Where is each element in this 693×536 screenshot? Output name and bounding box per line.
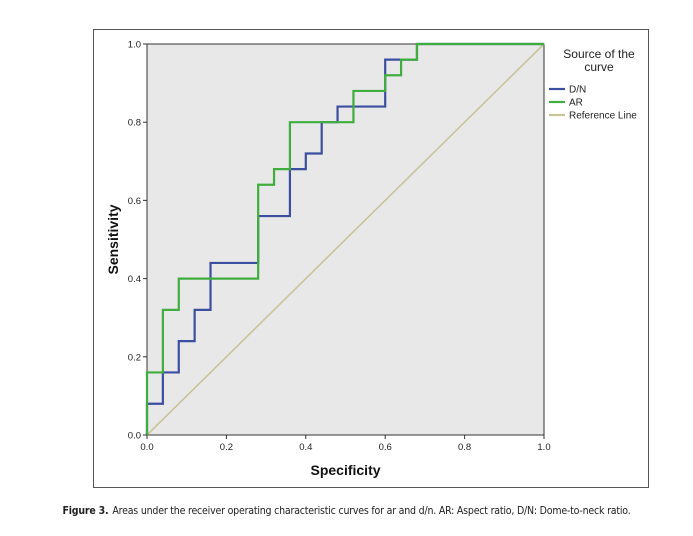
x-axis-title: Specificity (310, 462, 380, 478)
figure-frame: 0.0 0.2 0.4 0.6 0.8 1.0 0.0 0.2 0.4 0.6 0.8 1.0 Spec… (93, 29, 649, 488)
x-tick-label: 0.0 (140, 442, 153, 453)
roc-chart: 0.0 0.2 0.4 0.6 0.8 1.0 0.0 0.2 0.4 0.6 0.8 1.0 Spec… (105, 40, 637, 479)
figure-caption: Figure 3. Areas under the receiver operat… (0, 505, 693, 517)
caption-text: Areas under the receiver operating chara… (112, 505, 631, 517)
legend-label-ar: AR (569, 98, 583, 109)
legend-label-d-n: D/N (569, 85, 586, 96)
caption-label: Figure 3. (62, 505, 109, 517)
y-axis-title: Sensitivity (105, 204, 121, 274)
series-line-d-n (145, 42, 544, 435)
legend-title: Source of the (563, 47, 635, 61)
y-tick-label: 0.8 (128, 118, 141, 129)
y-tick-label: 0.4 (128, 274, 141, 285)
y-tick-label: 0.2 (128, 352, 141, 363)
x-tick-label: 0.8 (458, 442, 471, 453)
y-tick-label: 1.0 (128, 40, 141, 51)
legend-label-reference-line: Reference Line (569, 111, 637, 122)
y-tick-label: 0.0 (128, 431, 141, 442)
x-tick-label: 0.2 (220, 442, 233, 453)
series-line-ar (145, 42, 544, 435)
y-tick-label: 0.6 (128, 196, 141, 207)
series-line-reference-line (146, 43, 545, 436)
x-tick-label: 1.0 (537, 442, 550, 453)
x-tick-label: 0.4 (299, 442, 312, 453)
x-tick-label: 0.6 (379, 442, 392, 453)
legend-title: curve (584, 60, 614, 74)
